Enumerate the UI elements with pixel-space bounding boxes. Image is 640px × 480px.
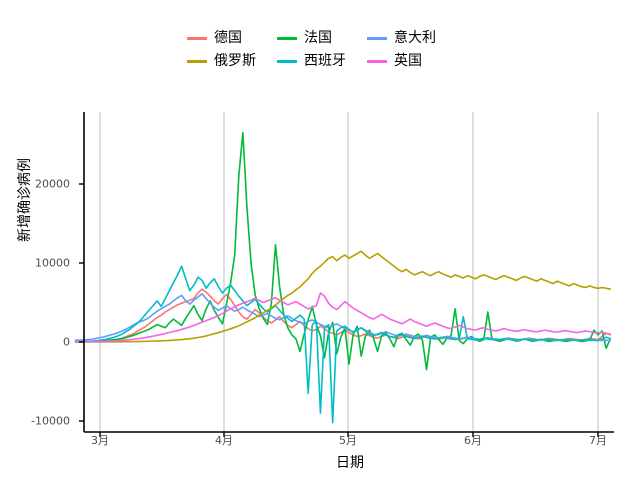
x-tick-label: 4月 <box>215 434 233 447</box>
legend-item-germany[interactable]: 德国 <box>185 30 275 47</box>
x-axis-title: 日期 <box>336 455 364 471</box>
legend-label-italy: 意大利 <box>394 30 436 46</box>
y-axis-title-wrap: 新增确诊病例 <box>14 120 33 420</box>
legend-line-swatch <box>277 60 297 63</box>
series-line-俄罗斯 <box>74 250 612 343</box>
chart-legend: 德国 法国 意大利 俄罗斯 西班牙 英国 <box>0 30 640 70</box>
y-axis-tick-labels: -10000 0 10000 20000 <box>14 0 70 480</box>
legend-item-russia[interactable]: 俄罗斯 <box>185 53 275 70</box>
legend-key-italy-icon <box>365 30 389 47</box>
legend-key-germany-icon <box>185 30 209 47</box>
series-line-法国 <box>74 131 612 371</box>
y-tick-label: 10000 <box>35 256 70 270</box>
series-line-西班牙 <box>74 265 612 424</box>
legend-item-spain[interactable]: 西班牙 <box>275 53 365 70</box>
x-tick-label: 3月 <box>91 434 109 447</box>
legend-line-swatch <box>187 60 207 63</box>
x-tick-label: 6月 <box>464 434 482 447</box>
legend-line-swatch <box>187 37 207 40</box>
legend-line-swatch <box>277 37 297 40</box>
legend-line-swatch <box>367 60 387 63</box>
legend-label-germany: 德国 <box>214 30 242 46</box>
legend-item-france[interactable]: 法国 <box>275 30 365 47</box>
y-tick-label: 0 <box>63 335 70 349</box>
legend-label-russia: 俄罗斯 <box>214 53 256 69</box>
legend-item-italy[interactable]: 意大利 <box>365 30 455 47</box>
legend-line-swatch <box>367 37 387 40</box>
x-tick-label: 5月 <box>339 434 357 447</box>
series-line-英国 <box>74 292 612 343</box>
legend-key-spain-icon <box>275 53 299 70</box>
y-tick-label: -10000 <box>31 414 70 428</box>
x-axis-tick-labels: 3月 4月 5月 6月 7月 <box>0 432 640 448</box>
legend-item-uk[interactable]: 英国 <box>365 53 455 70</box>
legend-label-uk: 英国 <box>394 53 422 69</box>
legend-key-russia-icon <box>185 53 209 70</box>
x-tick-label: 7月 <box>589 434 607 447</box>
legend-key-uk-icon <box>365 53 389 70</box>
legend-row: 俄罗斯 西班牙 英国 <box>185 53 455 70</box>
legend-row: 德国 法国 意大利 <box>185 30 455 47</box>
y-tick-label: 20000 <box>35 177 70 191</box>
legend-label-france: 法国 <box>304 30 332 46</box>
y-axis-title: 新增确诊病例 <box>17 158 33 242</box>
legend-key-france-icon <box>275 30 299 47</box>
legend-label-spain: 西班牙 <box>304 53 346 69</box>
